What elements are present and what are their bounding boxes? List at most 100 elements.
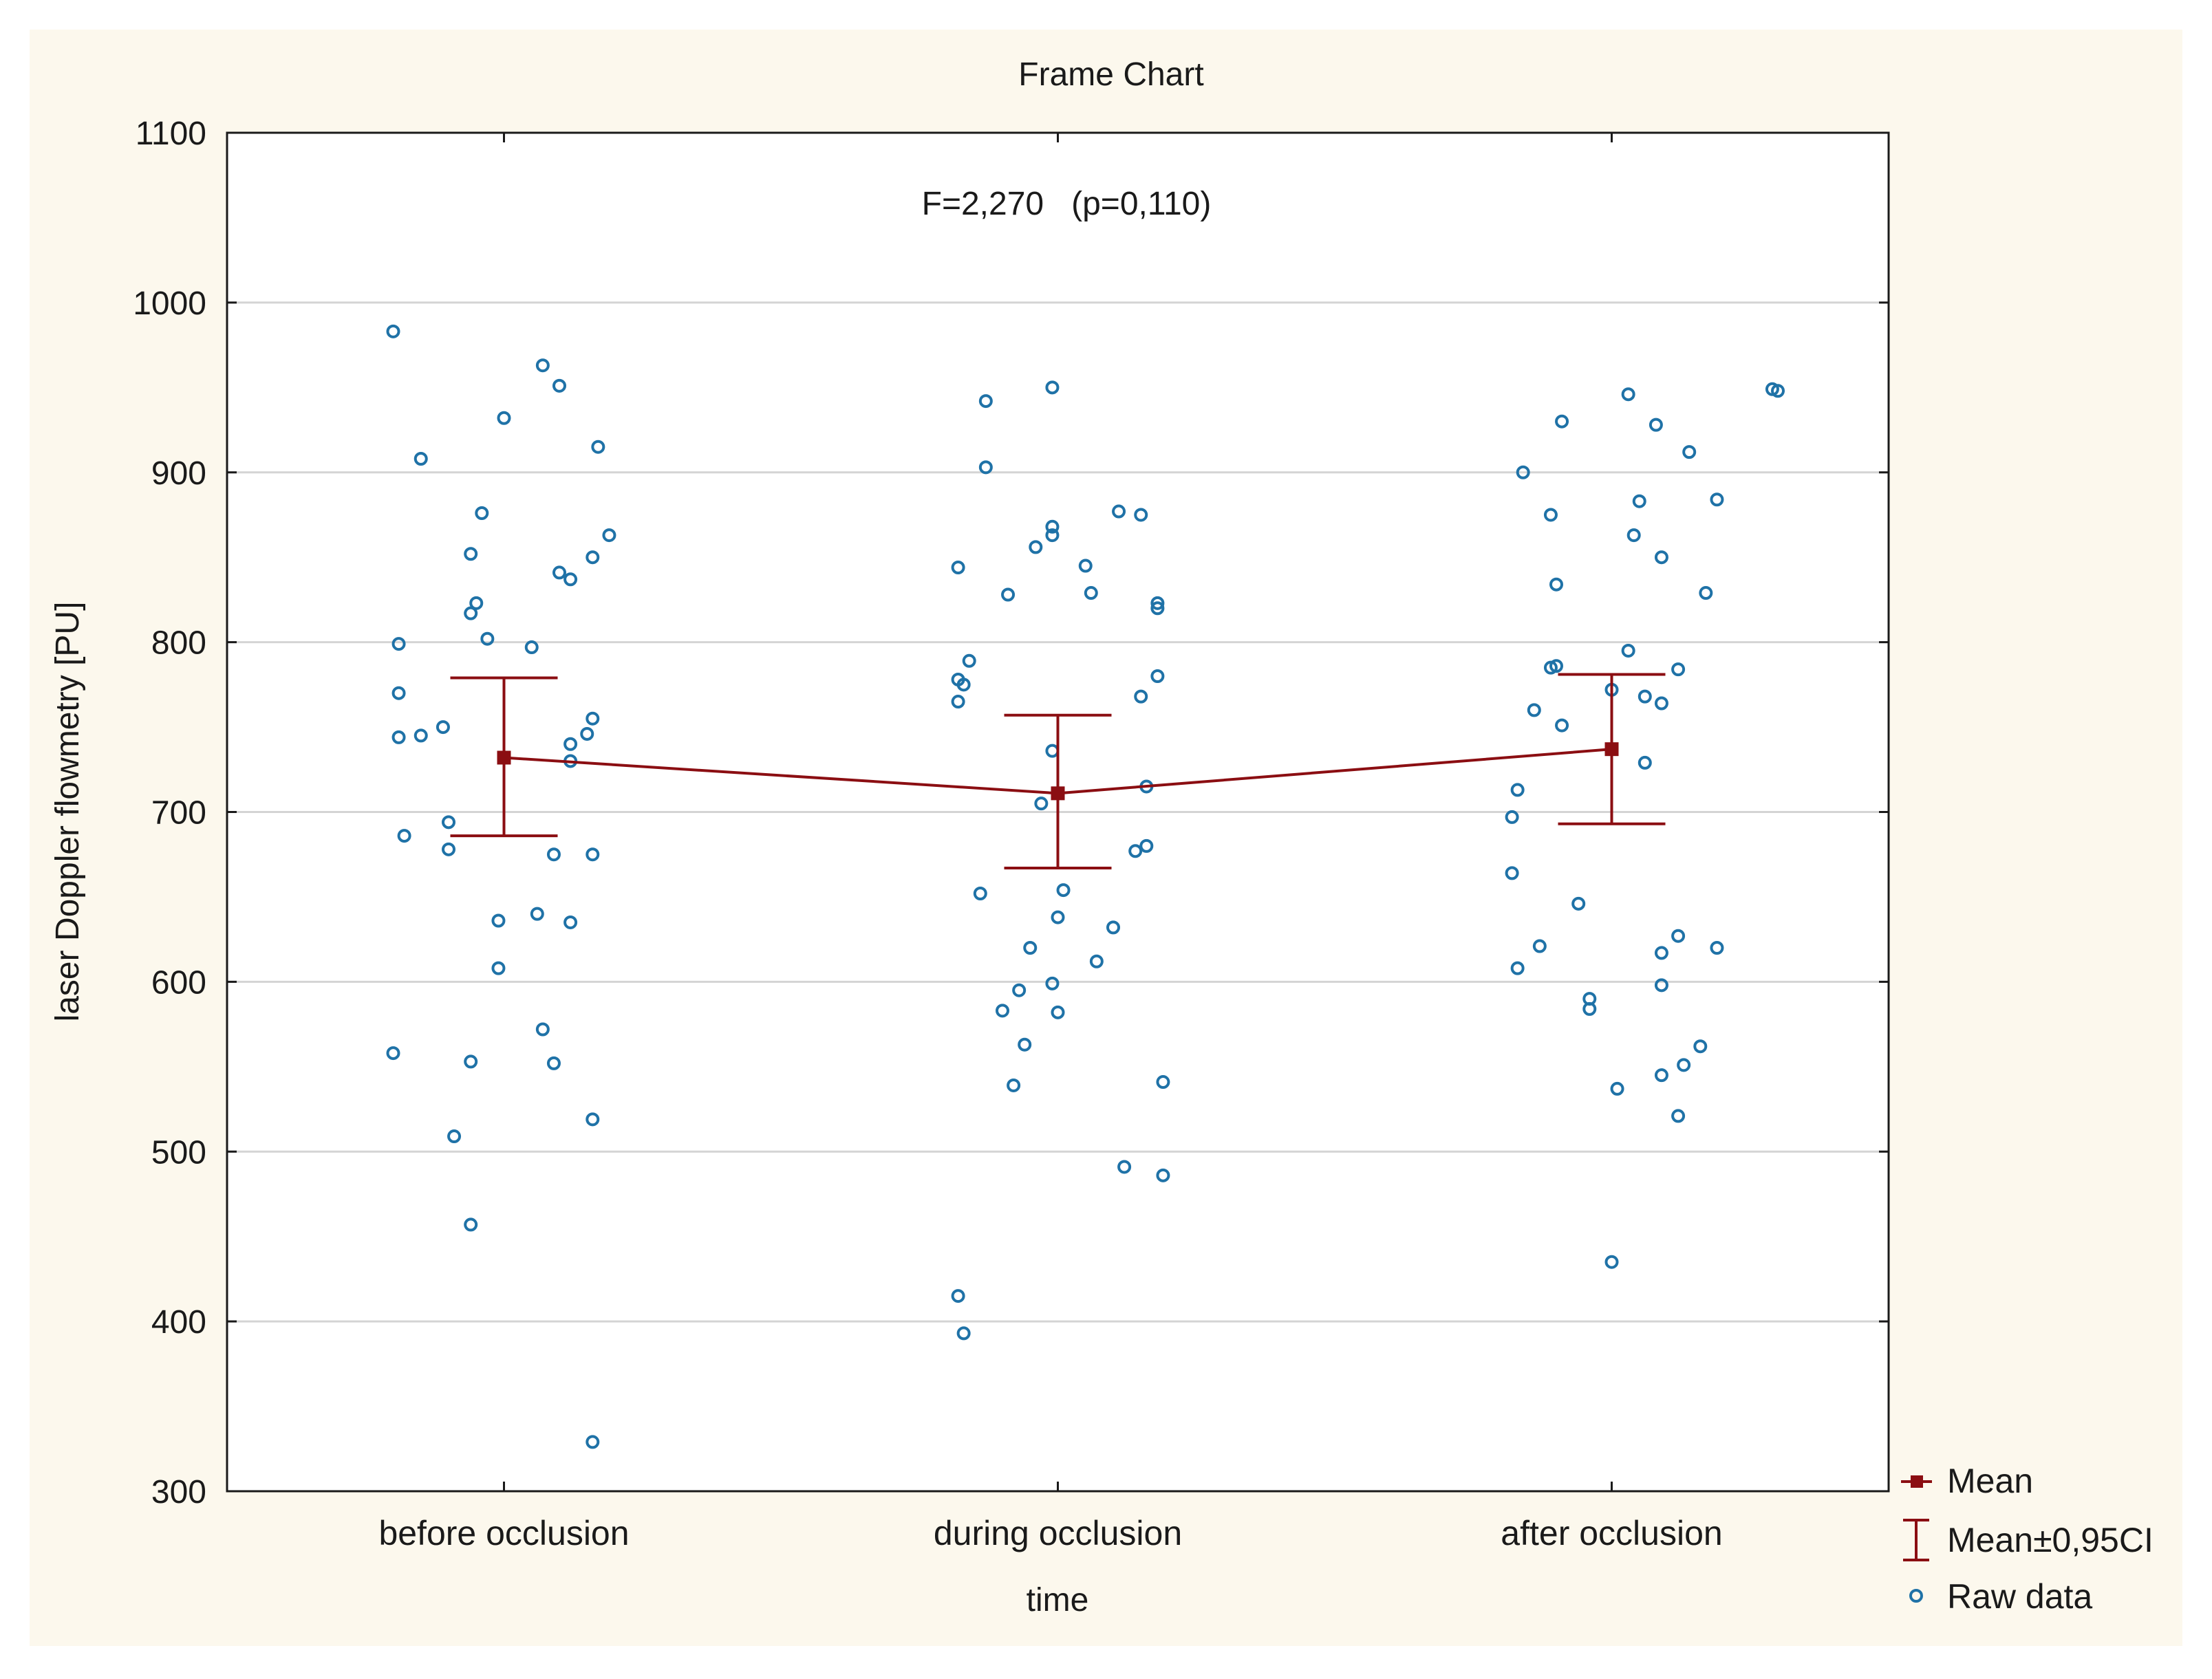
raw-point-0-22: [414, 728, 428, 743]
raw-point-1-37: [1007, 1078, 1021, 1092]
raw-point-1-27: [1051, 910, 1065, 924]
raw-point-0-2: [552, 378, 566, 393]
raw-point-1-7: [1029, 540, 1043, 554]
raw-point-2-14: [1621, 643, 1635, 658]
y-tick-label-300: 300: [151, 1474, 206, 1510]
raw-point-1-33: [996, 1004, 1009, 1018]
y-tick-label-600: 600: [151, 964, 206, 1001]
raw-point-0-28: [546, 847, 561, 862]
raw-point-0-21: [391, 730, 406, 744]
raw-point-0-18: [586, 711, 600, 726]
raw-point-0-29: [586, 847, 600, 862]
raw-point-0-14: [480, 631, 495, 646]
y-tick-label-1000: 1000: [133, 285, 206, 322]
legend: Mean Mean±0,95CI Raw data: [1901, 1462, 2154, 1616]
axis-ticks: 300 400 500 600 700 800 900 1000 1100 before occl…: [133, 116, 1889, 1552]
x-axis-label: time: [1027, 1582, 1089, 1618]
raw-point-1-8: [1078, 559, 1093, 573]
raw-point-1-10: [1084, 586, 1098, 600]
raw-point-2-35: [1582, 1001, 1597, 1016]
mean-marker-0: [497, 750, 511, 765]
raw-point-2-31: [1654, 946, 1668, 960]
raw-point-2-3: [1555, 414, 1569, 429]
raw-point-1-4: [1134, 508, 1148, 522]
raw-point-2-38: [1654, 1068, 1668, 1083]
raw-point-0-31: [491, 913, 506, 928]
raw-point-2-36: [1693, 1039, 1708, 1054]
raw-point-0-8: [464, 547, 478, 561]
raw-point-2-28: [1671, 929, 1686, 943]
raw-point-0-11: [563, 572, 578, 587]
raw-point-0-27: [442, 842, 455, 856]
x-tick-label-0: before occlusion: [378, 1514, 629, 1552]
raw-point-1-30: [1089, 954, 1104, 968]
raw-point-0-23: [563, 737, 578, 751]
raw-point-0-19: [436, 720, 450, 735]
raw-point-1-35: [1018, 1037, 1032, 1052]
y-tick-label-500: 500: [151, 1134, 206, 1171]
raw-point-2-19: [1637, 689, 1652, 704]
raw-point-2-26: [1505, 866, 1519, 880]
raw-point-1-22: [1034, 797, 1049, 811]
raw-point-0-9: [586, 550, 600, 565]
legend-item-mean: Mean: [1901, 1462, 2033, 1500]
raw-point-2-39: [1610, 1081, 1624, 1096]
raw-point-1-13: [1150, 601, 1165, 616]
raw-point-0-36: [464, 1054, 478, 1069]
raw-point-2-37: [1677, 1058, 1691, 1072]
mean-marker-2: [1604, 742, 1619, 757]
raw-point-1-29: [1023, 941, 1038, 955]
raw-point-0-13: [464, 606, 478, 620]
y-tick-label-700: 700: [151, 795, 206, 832]
raw-point-2-13: [1699, 586, 1713, 600]
raw-point-2-20: [1654, 696, 1668, 711]
raw-point-1-6: [1045, 528, 1060, 543]
raw-point-0-7: [602, 528, 616, 543]
raw-point-1-28: [1106, 920, 1120, 935]
raw-point-2-11: [1654, 550, 1668, 565]
raw-point-0-10: [552, 565, 566, 580]
raw-point-1-5: [1045, 519, 1060, 534]
raw-point-2-12: [1549, 577, 1563, 592]
raw-point-0-1: [535, 358, 550, 373]
raw-point-2-2: [1621, 387, 1635, 402]
raw-point-2-4: [1649, 418, 1663, 432]
raw-point-2-21: [1527, 703, 1541, 717]
raw-point-0-4: [591, 440, 605, 454]
raw-point-2-41: [1604, 1255, 1619, 1269]
y-axis-label: laser Doppler flowmetry [PU]: [50, 602, 86, 1022]
raw-point-1-26: [973, 887, 987, 900]
raw-point-0-34: [535, 1022, 550, 1037]
raw-point-0-6: [475, 506, 489, 520]
raw-point-1-40: [951, 1289, 965, 1303]
raw-point-2-10: [1626, 528, 1641, 543]
raw-point-2-6: [1516, 465, 1530, 479]
raw-point-1-17: [956, 678, 971, 692]
raw-point-2-8: [1632, 494, 1646, 508]
raw-point-0-17: [391, 686, 406, 700]
y-tick-label-1100: 1100: [136, 116, 206, 152]
raw-point-2-25: [1505, 810, 1519, 824]
raw-point-1-11: [1001, 587, 1016, 602]
raw-point-2-1: [1771, 384, 1785, 398]
raw-point-0-41: [586, 1435, 600, 1449]
raw-point-1-1: [978, 394, 993, 409]
raw-point-0-3: [497, 411, 511, 425]
chart-title: Frame Chart: [1018, 56, 1203, 93]
raw-point-2-16: [1543, 660, 1558, 675]
raw-point-2-9: [1543, 508, 1558, 522]
legend-raw-label: Raw data: [1947, 1577, 2092, 1616]
raw-point-1-9: [951, 561, 965, 574]
raw-point-2-7: [1710, 492, 1724, 507]
mean-series: [450, 673, 1666, 869]
raw-point-1-32: [1012, 983, 1027, 997]
raw-point-1-39: [1156, 1168, 1170, 1182]
raw-point-1-0: [1045, 380, 1060, 395]
raw-point-1-24: [1128, 844, 1143, 858]
legend-raw-marker: [1909, 1589, 1923, 1603]
raw-data-series: [386, 324, 1785, 1449]
raw-point-2-40: [1671, 1109, 1686, 1123]
raw-point-0-16: [391, 637, 406, 651]
raw-point-2-22: [1555, 718, 1569, 733]
